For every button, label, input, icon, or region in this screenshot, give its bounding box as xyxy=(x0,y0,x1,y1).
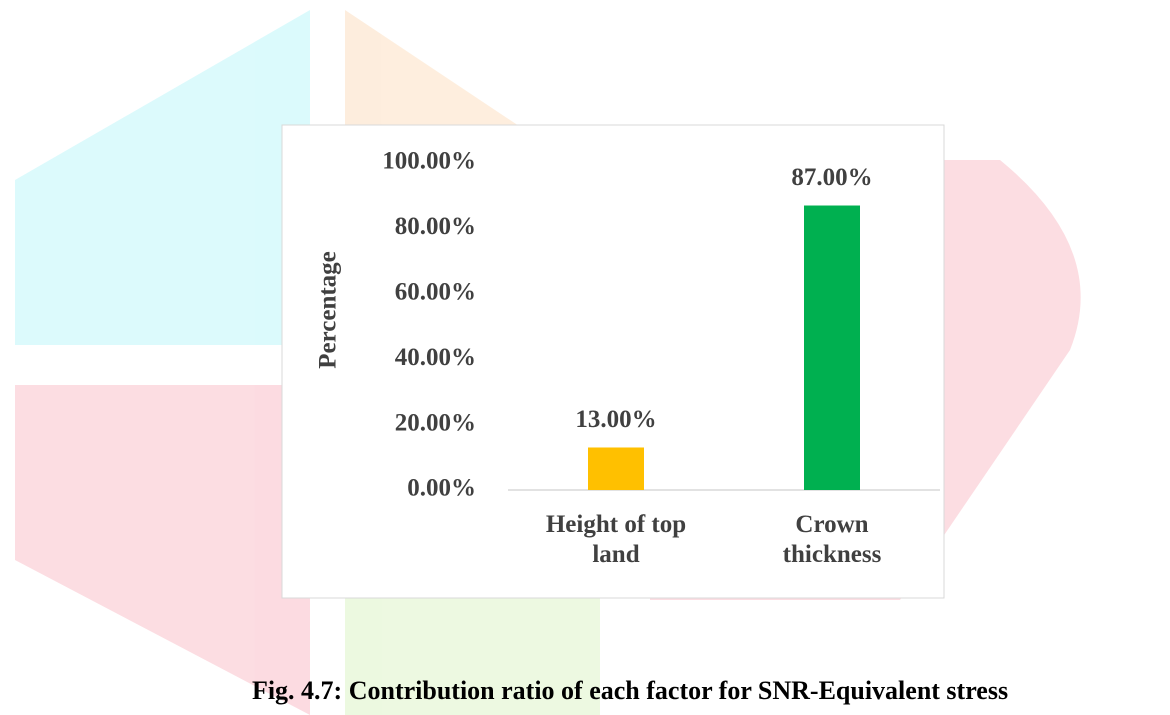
caption: Fig. 4.7: Contribution ratio of each fac… xyxy=(251,676,1009,705)
bar xyxy=(588,447,644,490)
y-tick-label: 80.00% xyxy=(395,213,476,240)
data-label: 13.00% xyxy=(575,406,656,433)
y-axis-label: Percentage xyxy=(315,251,342,369)
data-label: 87.00% xyxy=(791,164,872,191)
bar xyxy=(804,205,860,490)
y-tick-label: 100.00% xyxy=(382,148,476,175)
y-tick-label: 40.00% xyxy=(395,344,476,371)
y-tick-label: 20.00% xyxy=(395,409,476,436)
y-tick-label: 0.00% xyxy=(407,475,476,502)
x-tick-label: Height of top land xyxy=(545,511,687,568)
x-tick-label: Crown thickness xyxy=(782,511,882,568)
y-tick-label: 60.00% xyxy=(395,279,476,306)
